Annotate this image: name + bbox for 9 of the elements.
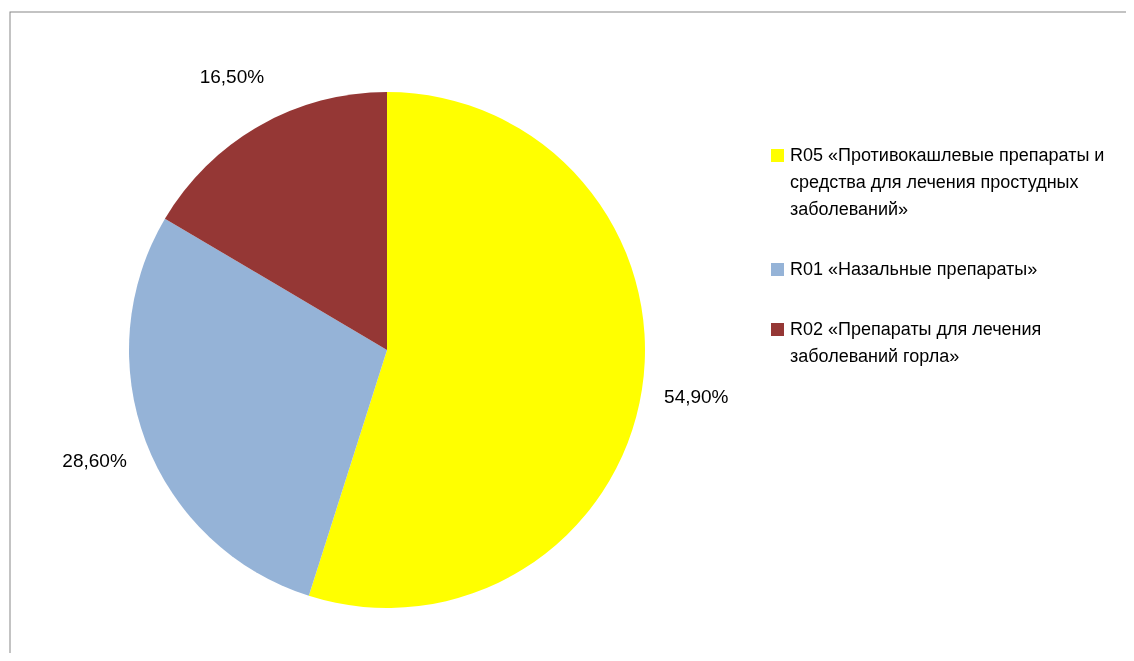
pie-slice (308, 92, 645, 608)
pie-slice (164, 92, 387, 350)
pie-slice (129, 218, 387, 596)
data-label: 28,60% (62, 449, 127, 471)
legend-label: R02 «Препараты для лечения заболеваний горла» (790, 318, 1042, 366)
data-label: 16,50% (199, 66, 265, 88)
legend-label: R05 «Противокашлевые препараты и средства для лечения простудных заболеваний» (790, 144, 1105, 219)
data-label: 54,90% (664, 386, 729, 408)
legend-label: R01 «Назальные препараты» (790, 258, 1038, 279)
